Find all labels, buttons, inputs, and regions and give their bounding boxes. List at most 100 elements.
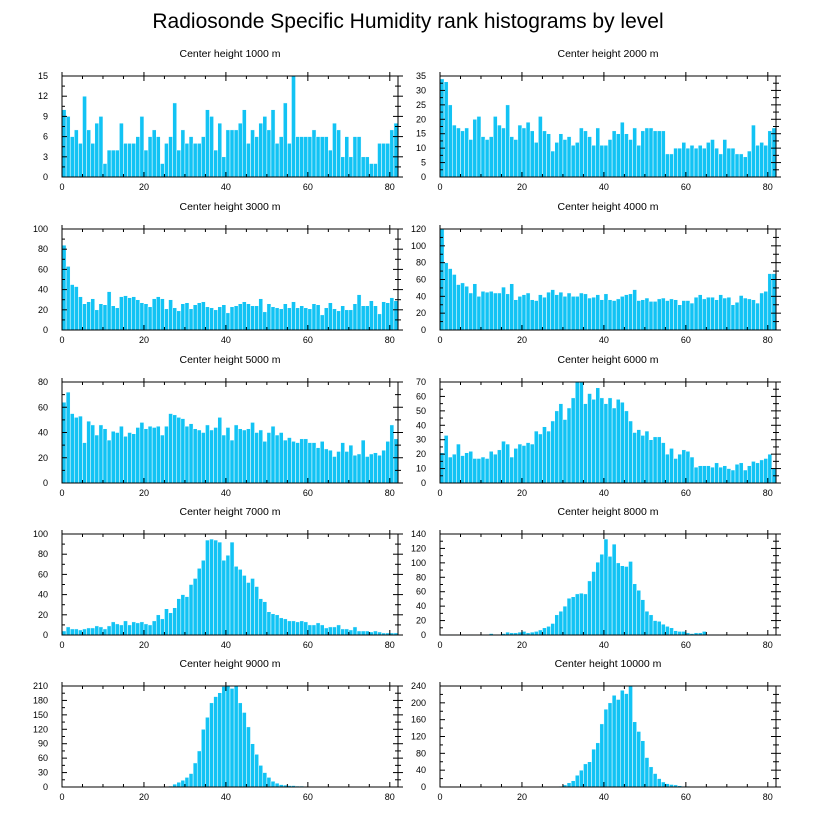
bar [229,306,235,331]
y-tick-label: 20 [38,305,48,315]
bar [472,283,478,331]
bar [464,285,469,331]
bar [505,443,510,484]
x-tick-label: 60 [303,640,313,650]
bar [595,742,601,788]
bar [102,428,108,484]
bar [119,425,124,484]
bar [102,163,108,178]
bar [131,296,137,331]
bar [574,774,580,788]
bar [620,565,625,636]
bar [620,121,625,178]
bar [393,300,399,331]
bar [266,777,272,788]
bar [94,434,100,484]
bar [205,306,210,331]
bar [624,410,629,484]
bar [644,610,650,636]
bar [291,301,296,331]
bar [328,149,333,178]
bar [693,147,699,178]
bar [287,620,292,636]
x-tick-label: 20 [517,182,527,192]
bar [303,438,309,484]
x-tick-label: 80 [385,182,395,192]
bar [472,458,478,484]
bar [517,124,523,178]
y-tick-label: 80 [38,244,48,254]
bar [242,575,247,636]
bar [168,612,173,636]
y-tick-label: 9 [43,111,48,121]
bar [319,136,325,178]
bar [533,631,539,636]
bar [364,305,370,331]
bar [86,129,91,178]
bar [644,430,650,484]
bar [538,294,543,331]
bar [763,458,769,484]
bar [155,296,161,331]
bar [205,717,210,788]
bar [307,308,313,331]
bar [246,303,251,331]
x-tick-label: 60 [681,640,691,650]
bar [558,291,564,331]
bar [763,291,769,331]
bar [693,466,699,484]
panel-title: Center height 9000 m [180,658,281,670]
bar [566,292,572,331]
bar [98,626,104,636]
y-tick-label: 60 [38,402,48,412]
bar [323,307,329,331]
panel-1: Center height 1000 m 0 20 40 60 80 0 3 6 9 12 15 [38,48,403,192]
bar [632,289,637,331]
bar [640,130,646,178]
y-tick-label: 25 [416,100,426,110]
panel-10: Center height 10000 m 0 20 40 60 80 0 40 80 120 16… [411,658,781,802]
bar [550,420,555,484]
bar [274,307,280,331]
y-tick-label: 80 [416,258,426,268]
bar [652,301,658,331]
bar [517,296,523,331]
bar [160,163,165,178]
bar [180,594,186,636]
x-tick-label: 40 [221,335,231,345]
y-tick-label: 100 [33,224,48,234]
bar [270,613,276,636]
bar [360,156,366,178]
x-tick-label: 40 [599,792,609,802]
bar [615,133,621,178]
bar [127,432,132,484]
bar [656,621,662,636]
panel-title: Center height 2000 m [558,48,659,60]
bar [632,583,637,636]
bar [61,401,67,484]
x-tick-label: 60 [681,335,691,345]
bar [344,136,350,178]
bar [751,299,756,331]
bar [393,122,399,178]
x-tick-label: 40 [221,792,231,802]
bar [460,282,465,331]
bar [90,298,96,331]
bar [755,302,760,331]
bar [665,783,670,788]
bar [636,429,642,484]
y-tick-label: 10 [416,464,426,474]
main-title: Radiosonde Specific Humidity rank histog… [152,10,664,33]
bar [579,292,584,331]
bar [303,307,309,331]
bar [706,142,711,178]
bar [640,599,646,636]
y-tick-label: 140 [411,529,426,539]
bar [677,147,683,178]
bar [356,453,362,484]
bar [689,145,695,178]
x-tick-label: 0 [437,182,442,192]
bar [340,156,345,178]
bar [74,417,79,484]
panel-title: Center height 5000 m [180,354,281,366]
